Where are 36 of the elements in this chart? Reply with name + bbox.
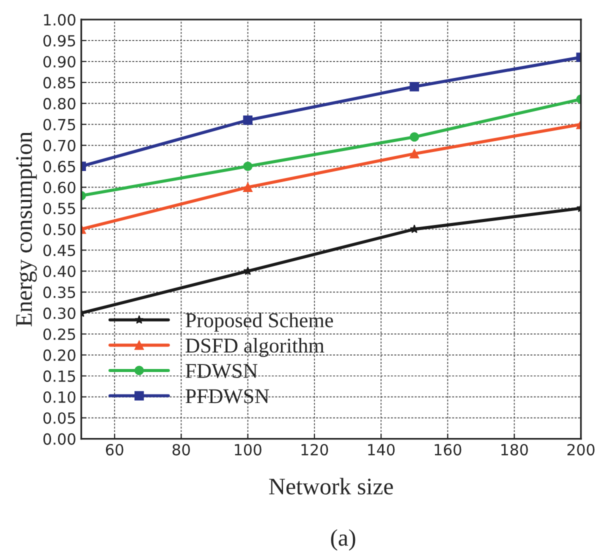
- legend-label: Proposed Scheme: [186, 312, 333, 332]
- x-tick-label: 100: [234, 444, 262, 456]
- y-tick-label: 0.65: [43, 160, 76, 172]
- y-axis-title: Energy consumption: [16, 132, 37, 326]
- y-tick-label: 0.85: [43, 76, 76, 88]
- y-tick-label: 0.35: [43, 286, 76, 298]
- x-tick-label: 60: [106, 444, 124, 456]
- y-tick-label: 0.40: [43, 266, 76, 278]
- y-tick-label: 0.70: [43, 140, 76, 152]
- y-tick-label: 0.45: [43, 244, 76, 256]
- y-tick-label: 0.05: [43, 412, 76, 424]
- legend-label: FDWSN: [186, 364, 258, 378]
- y-tick-label: 0.75: [43, 118, 76, 130]
- x-tick-label: 160: [434, 444, 462, 456]
- y-tick-label: 0.80: [43, 98, 76, 110]
- y-tick-label: 0.25: [43, 328, 76, 340]
- x-tick-label: 120: [302, 444, 328, 456]
- x-tick-label: 200: [567, 444, 594, 456]
- text: (a): [331, 529, 356, 551]
- legend-label: PFDWSN: [186, 389, 270, 404]
- y-tick-label: 1.00: [44, 14, 76, 26]
- x-tick-label: 180: [501, 444, 528, 456]
- y-tick-label: 0.95: [43, 34, 76, 47]
- y-tick-label: 0.50: [43, 224, 76, 236]
- legend-label: DSFD algorithm: [186, 338, 324, 357]
- x-tick-label: 140: [368, 444, 395, 456]
- y-tick-label: 0.30: [43, 308, 76, 320]
- y-tick-label: 0.15: [43, 370, 76, 382]
- y-tick-label: 0.10: [43, 391, 76, 403]
- x-tick-label: 80: [172, 444, 190, 456]
- y-tick-label: 0.60: [43, 182, 76, 194]
- x-axis-title: Network size: [269, 478, 393, 495]
- y-tick-label: 0.55: [43, 202, 76, 214]
- y-tick-label: 0.90: [43, 56, 76, 68]
- y-tick-label: 0.00: [43, 433, 76, 445]
- y-tick-label: 0.20: [43, 349, 76, 361]
